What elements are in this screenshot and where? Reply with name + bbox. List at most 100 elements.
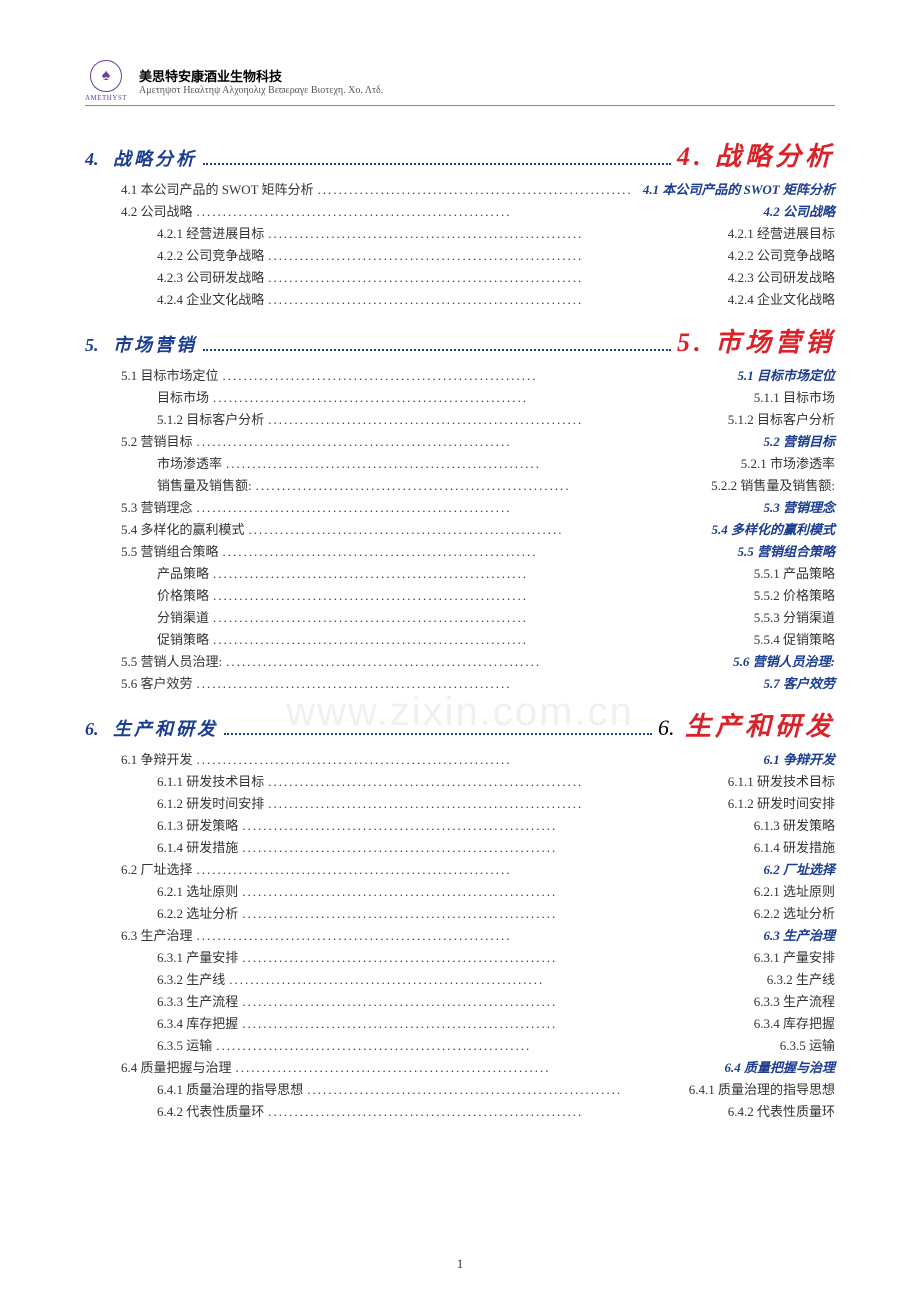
toc-left-label: 6.4.1 质量治理的指导思想 <box>157 1079 303 1098</box>
toc-left-label: 5.5 营销人员治理: <box>121 651 222 670</box>
toc-right-label: 6.4 质量把握与治理 <box>724 1057 835 1076</box>
toc-right-label: 5.7 客户效劳 <box>763 673 835 692</box>
toc-right-label: 4.2.4 企业文化战略 <box>728 289 835 308</box>
toc-left-label: 6.3.3 生产流程 <box>157 991 238 1010</box>
dots: ........................................… <box>264 1104 727 1120</box>
toc-subsubsection: 6.3.1 产量安排 .............................… <box>157 947 835 966</box>
dots: ........................................… <box>264 412 727 428</box>
dots <box>203 339 671 351</box>
toc-subsubsection: 6.3.2 生产线 ..............................… <box>157 969 835 988</box>
toc-left-label: 市场渗透率 <box>157 453 222 472</box>
toc-major-section: 5. 市场营销 5. 市场营销 <box>85 322 835 359</box>
toc-subsection: 5.2 营销目标 ...............................… <box>121 431 835 450</box>
toc-left-label: 6.4.2 代表性质量环 <box>157 1101 264 1120</box>
toc-subsection: 5.4 多样化的赢利模式 ...........................… <box>121 519 835 538</box>
toc-right-label: 6.2 厂址选择 <box>763 859 835 878</box>
toc-left-label: 5.1 目标市场定位 <box>121 365 219 384</box>
toc-subsubsection: 5.1.2 目标客户分析 ...........................… <box>157 409 835 428</box>
toc-subsection: 4.1 本公司产品的 SWOT 矩阵分析 ...................… <box>121 179 835 198</box>
dots: ........................................… <box>225 972 766 988</box>
toc-left-label: 6.2.1 选址原则 <box>157 881 238 900</box>
section-title-right: 4. 战略分析 <box>677 136 835 173</box>
toc-right-label: 5.2.1 市场渗透率 <box>741 453 835 472</box>
toc-left-label: 4.2.4 企业文化战略 <box>157 289 264 308</box>
toc-subsubsection: 6.3.5 运输 ...............................… <box>157 1035 835 1054</box>
toc-left-label: 6.2 厂址选择 <box>121 859 193 878</box>
dots <box>203 153 671 165</box>
section-num-left: 4. <box>85 149 113 170</box>
toc-left-label: 5.3 营销理念 <box>121 497 193 516</box>
company-subtitle: Αμετηψστ Ηεαλτηψ Αλχοηολιχ Βεϖεραγε Βιοτ… <box>139 85 383 96</box>
dots: ........................................… <box>238 840 753 856</box>
dots: ........................................… <box>193 752 764 768</box>
section-title-left: 生产和研发 <box>113 715 218 741</box>
toc-left-label: 6.1.4 研发措施 <box>157 837 238 856</box>
toc-subsubsection: 市场渗透率 ..................................… <box>157 453 835 472</box>
dots: ........................................… <box>314 182 643 198</box>
toc-right-label: 6.4.1 质量治理的指导思想 <box>689 1079 835 1098</box>
toc-left-label: 价格策略 <box>157 585 209 604</box>
section-title-right: 5. 市场营销 <box>677 322 835 359</box>
toc-left-label: 6.1 争辩开发 <box>121 749 193 768</box>
toc-right-label: 5.5.1 产品策略 <box>754 563 835 582</box>
toc-subsection: 6.2 厂址选择 ...............................… <box>121 859 835 878</box>
toc-right-label: 5.1.2 目标客户分析 <box>728 409 835 428</box>
toc-left-label: 6.3 生产治理 <box>121 925 193 944</box>
toc-right-label: 4.2.3 公司研发战略 <box>728 267 835 286</box>
dots: ........................................… <box>238 994 753 1010</box>
toc-subsection: 6.4 质量把握与治理 ............................… <box>121 1057 835 1076</box>
toc-left-label: 6.4 质量把握与治理 <box>121 1057 232 1076</box>
toc-left-label: 5.1.2 目标客户分析 <box>157 409 264 428</box>
toc-right-label: 6.1.2 研发时间安排 <box>728 793 835 812</box>
dots: ........................................… <box>264 796 727 812</box>
toc-subsubsection: 6.1.1 研发技术目标 ...........................… <box>157 771 835 790</box>
company-name: 美思特安康酒业生物科技 <box>139 66 383 85</box>
dots: ........................................… <box>252 478 712 494</box>
dots: ........................................… <box>238 1016 753 1032</box>
dots: ........................................… <box>264 774 727 790</box>
dots: ........................................… <box>264 248 727 264</box>
toc-subsubsection: 4.2.2 公司竞争战略 ...........................… <box>157 245 835 264</box>
dots: ........................................… <box>193 676 764 692</box>
dots <box>224 723 652 735</box>
dots: ........................................… <box>245 522 712 538</box>
toc-left-label: 6.3.5 运输 <box>157 1035 212 1054</box>
toc-right-label: 4.2 公司战略 <box>763 201 835 220</box>
dots: ........................................… <box>193 204 764 220</box>
dots: ........................................… <box>238 950 753 966</box>
toc-right-label: 6.3 生产治理 <box>763 925 835 944</box>
toc-subsubsection: 6.2.1 选址原则 .............................… <box>157 881 835 900</box>
dots: ........................................… <box>193 500 764 516</box>
toc-left-label: 5.2 营销目标 <box>121 431 193 450</box>
toc-subsection: 6.3 生产治理 ...............................… <box>121 925 835 944</box>
dots: ........................................… <box>193 434 764 450</box>
toc-right-label: 6.3.3 生产流程 <box>754 991 835 1010</box>
toc-subsubsection: 销售量及销售额: ...............................… <box>157 475 835 494</box>
toc-left-label: 销售量及销售额: <box>157 475 252 494</box>
toc-subsubsection: 4.2.3 公司研发战略 ...........................… <box>157 267 835 286</box>
toc-left-label: 6.1.1 研发技术目标 <box>157 771 264 790</box>
toc-left-label: 6.3.1 产量安排 <box>157 947 238 966</box>
toc-left-label: 4.1 本公司产品的 SWOT 矩阵分析 <box>121 179 314 198</box>
toc-left-label: 产品策略 <box>157 563 209 582</box>
dots: ........................................… <box>193 928 764 944</box>
toc-right-label: 4.2.2 公司竞争战略 <box>728 245 835 264</box>
toc-left-label: 4.2.3 公司研发战略 <box>157 267 264 286</box>
toc-right-label: 5.3 营销理念 <box>763 497 835 516</box>
toc-subsubsection: 6.1.4 研发措施 .............................… <box>157 837 835 856</box>
toc-subsection: 5.6 客户效劳 ...............................… <box>121 673 835 692</box>
toc-left-label: 5.6 客户效劳 <box>121 673 193 692</box>
toc-right-label: 6.4.2 代表性质量环 <box>728 1101 835 1120</box>
toc-left-label: 5.4 多样化的赢利模式 <box>121 519 245 538</box>
toc-right-label: 6.1.4 研发措施 <box>754 837 835 856</box>
toc-right-label: 6.2.2 选址分析 <box>754 903 835 922</box>
toc-left-label: 5.5 营销组合策略 <box>121 541 219 560</box>
toc-right-label: 6.2.1 选址原则 <box>754 881 835 900</box>
toc-right-label: 5.2.2 销售量及销售额: <box>711 475 835 494</box>
toc-subsubsection: 促销策略 ...................................… <box>157 629 835 648</box>
toc-subsection: 5.5 营销组合策略 .............................… <box>121 541 835 560</box>
toc-major-section: 6. 生产和研发 6. 生产和研发 <box>85 706 835 743</box>
toc-subsubsection: 产品策略 ...................................… <box>157 563 835 582</box>
toc-right-label: 5.6 营销人员治理: <box>733 651 835 670</box>
table-of-contents: 4. 战略分析 4. 战略分析 4.1 本公司产品的 SWOT 矩阵分析 ...… <box>85 136 835 1120</box>
